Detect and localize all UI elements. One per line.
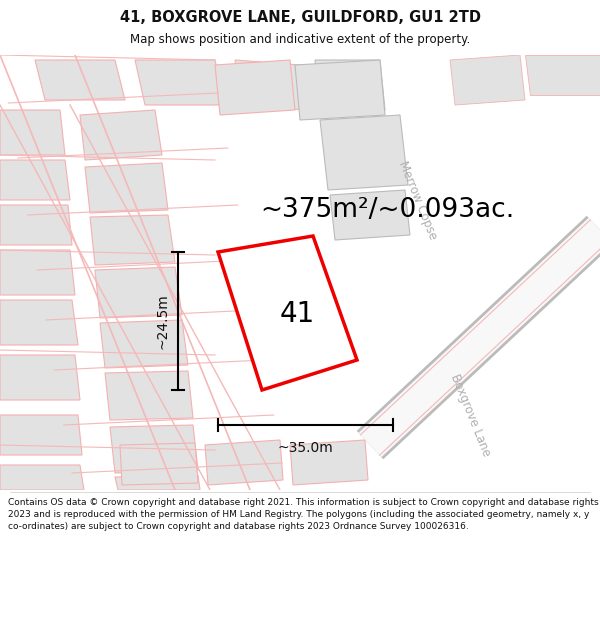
Text: Contains OS data © Crown copyright and database right 2021. This information is : Contains OS data © Crown copyright and d… (8, 498, 599, 531)
Text: ~375m²/~0.093ac.: ~375m²/~0.093ac. (260, 197, 514, 223)
Polygon shape (35, 60, 125, 100)
Polygon shape (0, 110, 65, 155)
Text: 41, BOXGROVE LANE, GUILDFORD, GU1 2TD: 41, BOXGROVE LANE, GUILDFORD, GU1 2TD (119, 9, 481, 24)
Polygon shape (218, 236, 357, 390)
Polygon shape (0, 300, 78, 345)
Polygon shape (0, 250, 75, 295)
Text: ~35.0m: ~35.0m (278, 441, 334, 455)
Polygon shape (85, 163, 168, 213)
Text: Map shows position and indicative extent of the property.: Map shows position and indicative extent… (130, 32, 470, 46)
Polygon shape (135, 60, 225, 105)
Text: Merrow Copse: Merrow Copse (397, 159, 440, 241)
Polygon shape (320, 115, 408, 190)
Polygon shape (105, 371, 193, 420)
Polygon shape (0, 355, 80, 400)
Polygon shape (315, 60, 385, 110)
Polygon shape (120, 443, 198, 485)
Polygon shape (450, 55, 525, 105)
Polygon shape (0, 205, 72, 245)
Polygon shape (215, 60, 295, 115)
Polygon shape (110, 425, 198, 473)
Polygon shape (90, 215, 175, 265)
Polygon shape (115, 475, 200, 490)
Polygon shape (330, 190, 410, 240)
Polygon shape (295, 60, 385, 120)
Polygon shape (525, 55, 600, 95)
Polygon shape (290, 440, 368, 485)
Polygon shape (100, 320, 188, 368)
Polygon shape (235, 60, 305, 110)
Polygon shape (0, 160, 70, 200)
Text: ~24.5m: ~24.5m (156, 293, 170, 349)
Polygon shape (0, 415, 82, 455)
Polygon shape (0, 465, 84, 490)
Polygon shape (80, 110, 162, 160)
Polygon shape (205, 440, 283, 485)
Text: 41: 41 (280, 301, 315, 329)
Polygon shape (95, 267, 182, 318)
Text: Boxgrove Lane: Boxgrove Lane (448, 372, 493, 458)
